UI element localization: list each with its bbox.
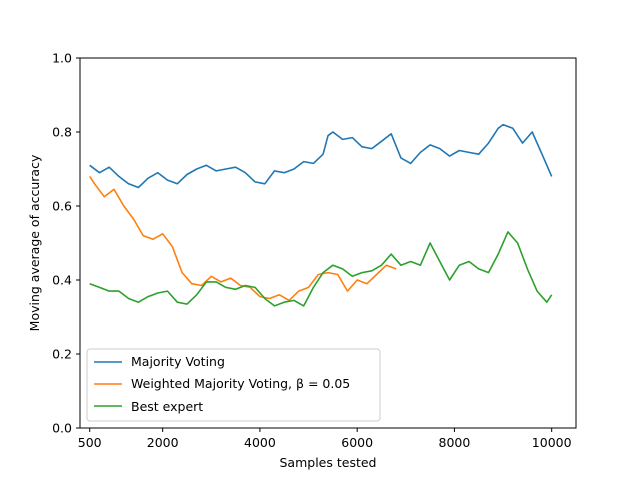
- x-axis: 500 2000 4000 6000 8000 10000: [78, 428, 572, 450]
- weighted-majority-voting-line: [89, 175, 397, 302]
- y-tick-label: 0.8: [52, 125, 72, 140]
- y-tick-label: 0.0: [52, 421, 72, 436]
- x-tick-label: 8000: [439, 435, 471, 450]
- legend-label-majority-voting: Majority Voting: [131, 354, 225, 369]
- x-axis-label: Samples tested: [280, 455, 377, 470]
- legend-box: [86, 348, 381, 422]
- y-axis-label: Moving average of accuracy: [27, 154, 42, 331]
- legend: Majority Voting Weighted Majority Voting…: [86, 348, 381, 422]
- x-tick-label: 4000: [244, 435, 276, 450]
- plot-frame: [79, 57, 577, 429]
- majority-voting-line: [89, 123, 553, 189]
- y-tick-label: 1.0: [52, 51, 72, 66]
- legend-label-weighted-majority-voting: Weighted Majority Voting, β = 0.05: [131, 376, 350, 391]
- x-tick-label: 2000: [147, 435, 179, 450]
- y-tick-label: 0.4: [52, 273, 72, 288]
- x-tick-label: 10000: [532, 435, 572, 450]
- best-expert-line: [89, 231, 553, 307]
- legend-label-best-expert: Best expert: [131, 399, 203, 414]
- y-axis: 0.0 0.2 0.4 0.6 0.8 1.0: [52, 51, 80, 436]
- y-tick-label: 0.2: [52, 347, 72, 362]
- plot-lines: [89, 123, 553, 307]
- x-tick-label: 500: [78, 435, 102, 450]
- x-tick-label: 6000: [341, 435, 373, 450]
- y-tick-label: 0.6: [52, 199, 72, 214]
